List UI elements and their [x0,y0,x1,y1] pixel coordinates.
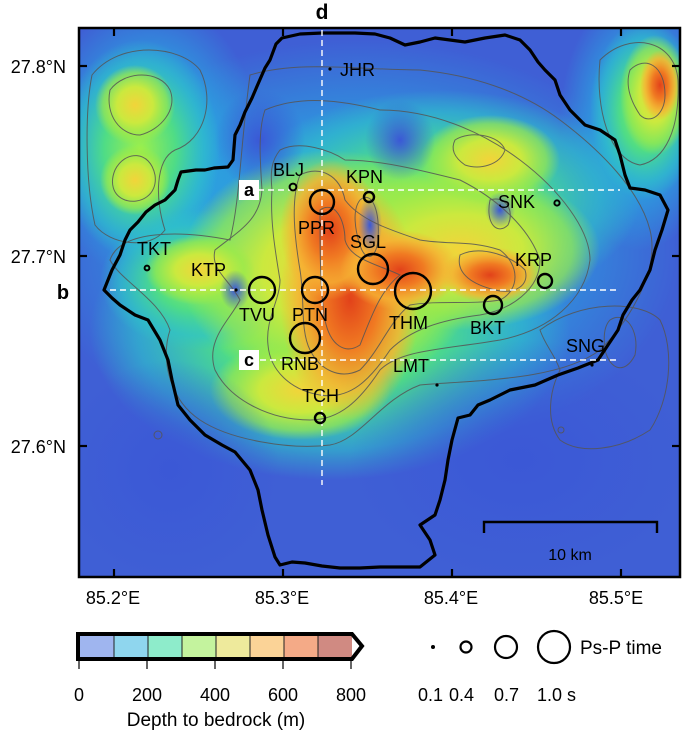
map-frame: JHR BLJ KPN SNK PPR SGL TKT KTP KRP [77,26,682,579]
svg-text:TKT: TKT [137,239,171,259]
svg-text:27.8°N: 27.8°N [11,57,66,77]
station-TVU[interactable]: TVU [239,275,277,325]
svg-text:85.4°E: 85.4°E [424,588,478,608]
station-KPN[interactable]: KPN [346,167,383,204]
svg-text:600: 600 [268,685,298,705]
profile-label-b: b [57,282,69,304]
svg-text:85.2°E: 85.2°E [86,588,140,608]
svg-text:PPR: PPR [298,218,335,238]
scale-bar-label: 10 km [548,547,592,564]
station-SNK[interactable]: SNK [498,192,561,212]
svg-text:RNB: RNB [281,354,319,374]
station-BKT[interactable]: BKT [470,294,505,338]
svg-text:KRP: KRP [515,250,552,270]
svg-text:85.3°E: 85.3°E [255,588,309,608]
legend-symbol-0.4 [459,640,473,654]
svg-text:200: 200 [132,685,162,705]
svg-text:KTP: KTP [191,260,226,280]
profile-label-a: a [239,180,259,200]
svg-text:0.1: 0.1 [418,685,443,705]
station-KTP[interactable]: KTP [191,260,238,292]
svg-text:SGL: SGL [350,232,386,252]
station-PTN[interactable]: PTN [292,275,330,325]
colorbar-title: Depth to bedrock (m) [127,710,305,731]
svg-text:0: 0 [74,685,84,705]
svg-text:400: 400 [200,685,230,705]
legend-symbol-0.1 [431,645,435,649]
svg-text:LMT: LMT [393,356,429,376]
size-legend: Ps-P time 0.1 0.4 0.7 1.0 s [418,629,662,705]
svg-text:27.6°N: 27.6°N [11,437,66,457]
valley-boundary [102,31,670,570]
svg-text:1.0 s: 1.0 s [537,685,576,705]
legend-symbol-0.7 [493,634,519,660]
station-JHR[interactable]: JHR [328,60,375,80]
svg-text:0.4: 0.4 [449,685,474,705]
station-TKT[interactable]: TKT [137,239,171,272]
profile-label-c: c [239,350,259,370]
svg-text:SNK: SNK [498,192,535,212]
size-legend-title: Ps-P time [580,638,662,659]
scale-bar: 10 km [482,520,659,564]
svg-text:85.5°E: 85.5°E [589,588,643,608]
station-SGL[interactable]: SGL [350,232,390,286]
svg-text:PTN: PTN [292,305,328,325]
legend-symbol-1.0 [536,629,572,665]
x-axis-labels: 85.2°E 85.3°E 85.4°E 85.5°E [86,588,643,608]
svg-text:800: 800 [336,685,366,705]
station-RNB[interactable]: RNB [281,321,322,374]
svg-text:c: c [244,350,254,370]
svg-text:TVU: TVU [239,305,275,325]
station-PPR[interactable]: PPR [298,188,336,238]
station-KRP[interactable]: KRP [515,250,554,290]
svg-text:0.7: 0.7 [494,685,519,705]
svg-text:TCH: TCH [302,386,339,406]
y-axis-labels: 27.8°N 27.7°N 27.6°N [11,57,66,457]
panel-label-d: d [316,1,329,24]
svg-text:BKT: BKT [470,318,505,338]
colorbar: 0 200 400 600 800 Depth to bedrock (m) [74,632,366,731]
svg-text:KPN: KPN [346,167,383,187]
svg-text:SNG: SNG [566,336,605,356]
contour-lines [86,42,679,450]
svg-text:a: a [244,180,255,200]
station-TCH[interactable]: TCH [302,386,339,425]
svg-text:BLJ: BLJ [273,160,304,180]
station-BLJ[interactable]: BLJ [273,160,304,192]
svg-text:JHR: JHR [340,60,375,80]
stations: JHR BLJ KPN SNK PPR SGL TKT KTP KRP [137,60,605,425]
svg-text:27.7°N: 27.7°N [11,247,66,267]
station-LMT[interactable]: LMT [393,356,439,387]
station-SNG[interactable]: SNG [566,336,605,367]
svg-text:b: b [57,282,69,304]
depth-heatmap: JHR BLJ KPN SNK PPR SGL TKT KTP KRP [79,28,680,577]
station-THM[interactable]: THM [389,271,433,333]
svg-text:THM: THM [389,313,428,333]
